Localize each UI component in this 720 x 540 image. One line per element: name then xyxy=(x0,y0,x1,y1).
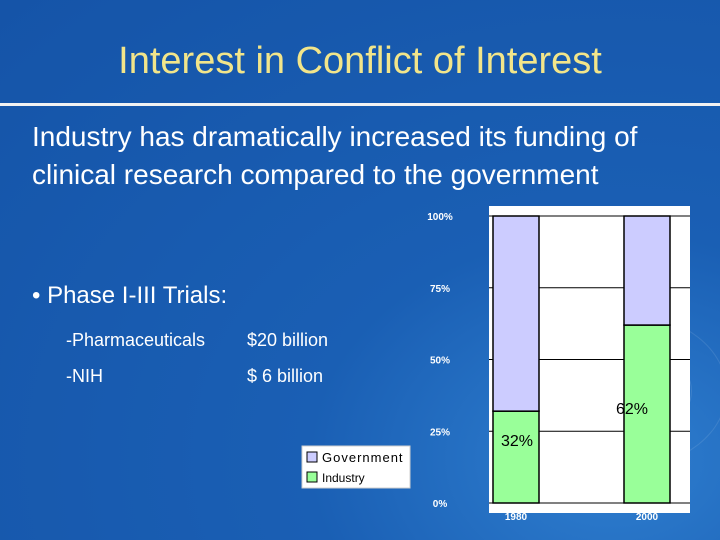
y-tick-label: 50% xyxy=(430,356,450,367)
intro-text: Industry has dramatically increased its … xyxy=(32,121,638,190)
legend-label: Industry xyxy=(322,471,365,485)
y-tick-label: 25% xyxy=(430,427,450,438)
legend-label: Government xyxy=(322,450,404,465)
bar-industry-2000 xyxy=(623,324,671,504)
nih-value: $ 6 billion xyxy=(247,366,324,386)
bar-government-1980 xyxy=(492,215,540,412)
data-label: 62% xyxy=(616,401,648,418)
bar-government-2000 xyxy=(623,215,671,326)
legend-swatch xyxy=(306,451,318,463)
data-label: 32% xyxy=(501,433,533,450)
trials-heading: • Phase I-III Trials: xyxy=(32,282,228,309)
pharma-value: $20 billion xyxy=(247,330,329,350)
pharma-label: -Pharmaceuticals xyxy=(66,330,206,350)
bar-industry-1980 xyxy=(492,410,540,504)
legend-box xyxy=(301,445,411,489)
slide-title: Interest in Conflict of Interest xyxy=(118,40,602,82)
y-tick-label: 100% xyxy=(427,212,453,223)
title-divider xyxy=(0,103,720,106)
y-tick-label: 75% xyxy=(430,284,450,295)
y-tick-label: 0% xyxy=(433,499,448,510)
x-tick-label: 2000 xyxy=(636,512,659,523)
nih-label: -NIH xyxy=(66,366,103,386)
legend-swatch xyxy=(306,471,318,483)
x-tick-label: 1980 xyxy=(505,512,528,523)
